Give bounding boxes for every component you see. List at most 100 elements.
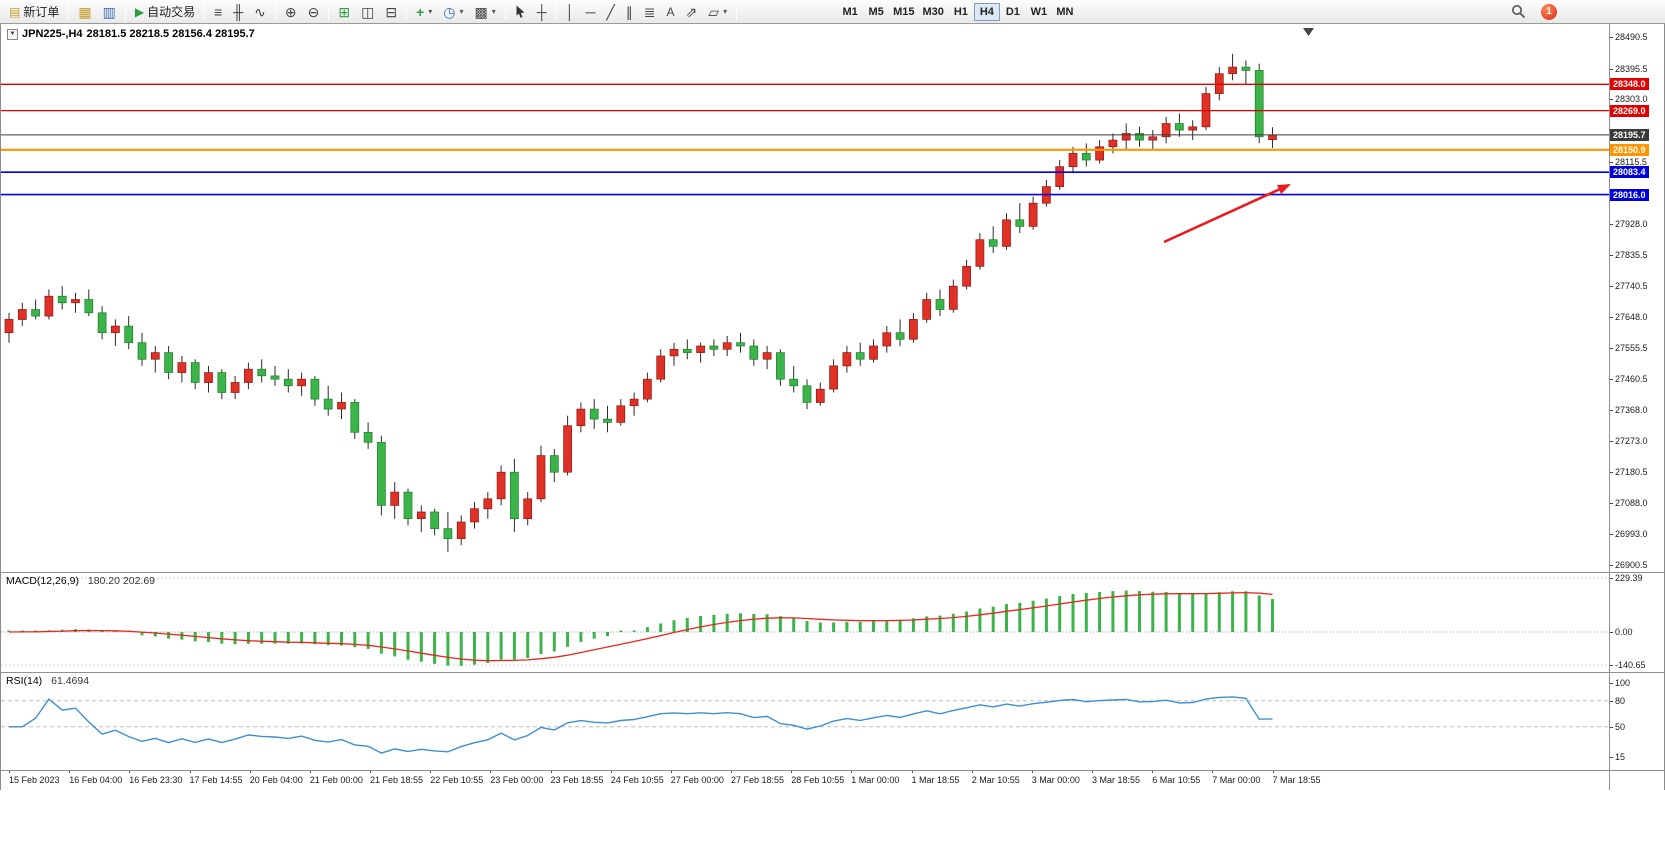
auto-trading-button[interactable]: ▶ 自动交易 bbox=[130, 2, 200, 22]
timeframe-button-w1[interactable]: W1 bbox=[1026, 3, 1052, 21]
rsi-canvas[interactable] bbox=[1, 672, 1609, 770]
time-axis-label: 21 Feb 00:00 bbox=[309, 775, 363, 785]
macd-axis-label: -140.65 bbox=[1615, 660, 1646, 671]
pane-separator[interactable] bbox=[1, 672, 1664, 673]
zoom-out-icon: ⊖ bbox=[307, 3, 320, 20]
candle bbox=[1241, 60, 1251, 84]
search-button[interactable] bbox=[1506, 2, 1531, 22]
candlestick-chart-button[interactable]: ╫ bbox=[228, 2, 248, 22]
candle bbox=[1068, 146, 1078, 174]
cursor-button[interactable] bbox=[510, 2, 531, 22]
macd-label: MACD(12,26,9) 180.20 202.69 bbox=[6, 575, 155, 587]
indicators-button[interactable]: + ▾ bbox=[411, 2, 437, 22]
time-axis-label: 7 Mar 00:00 bbox=[1212, 775, 1261, 785]
fibonacci-icon: ≣ bbox=[643, 3, 656, 20]
market-watch-button[interactable]: ▦ bbox=[73, 2, 96, 22]
candle bbox=[669, 342, 679, 366]
axis-separator bbox=[1609, 24, 1610, 790]
timeframe-button-m30[interactable]: M30 bbox=[918, 3, 947, 21]
tile-windows-button[interactable]: ⊞ bbox=[333, 2, 355, 22]
cursor-icon bbox=[516, 5, 525, 18]
time-axis-label: 2 Mar 10:55 bbox=[971, 775, 1020, 785]
chart-shift-marker[interactable] bbox=[1303, 28, 1314, 36]
price-tag-support-1: 28150.9 bbox=[1610, 143, 1649, 156]
candle bbox=[629, 392, 639, 416]
time-axis-label: 23 Feb 18:55 bbox=[550, 775, 604, 785]
text-button[interactable]: A bbox=[662, 2, 680, 22]
candle bbox=[829, 359, 838, 393]
candle bbox=[363, 422, 373, 449]
channel-button[interactable]: ∥ bbox=[621, 2, 638, 22]
timeframe-button-h1[interactable]: H1 bbox=[948, 3, 974, 21]
market-watch-icon: ▦ bbox=[78, 3, 92, 20]
symbol-period-label: JPN225-,H4 bbox=[22, 28, 83, 40]
candle bbox=[895, 319, 905, 346]
pane-separator[interactable] bbox=[1, 572, 1664, 573]
timeframe-button-d1[interactable]: D1 bbox=[1000, 3, 1026, 21]
trend-arrow[interactable] bbox=[1163, 183, 1291, 244]
trendline-button[interactable]: ╱ bbox=[601, 2, 619, 22]
macd-values: 180.20 202.69 bbox=[87, 575, 156, 587]
periods-button[interactable]: ◷ ▾ bbox=[438, 2, 468, 22]
arrow-tool-button[interactable]: ⇗ bbox=[681, 2, 703, 22]
candle bbox=[1188, 120, 1198, 141]
candle bbox=[749, 339, 759, 366]
bar-chart-button[interactable]: ≡ bbox=[209, 2, 227, 22]
pane-separator bbox=[1, 770, 1664, 771]
toolbar-separator bbox=[204, 2, 206, 21]
time-axis-label: 28 Feb 10:55 bbox=[791, 775, 845, 785]
candle bbox=[523, 492, 533, 526]
toolbar-separator bbox=[406, 2, 408, 21]
symbol-collapse-button[interactable]: ▼ bbox=[7, 28, 18, 40]
timeframe-button-m1[interactable]: M1 bbox=[837, 3, 863, 21]
candle bbox=[177, 356, 187, 383]
tile-windows-icon: ⊞ bbox=[338, 3, 351, 20]
timeframe-button-m15[interactable]: M15 bbox=[889, 3, 918, 21]
candle bbox=[869, 339, 878, 363]
candle bbox=[948, 279, 958, 313]
candle bbox=[71, 292, 80, 313]
candle bbox=[1175, 113, 1184, 137]
shapes-button[interactable]: ▱ ▾ bbox=[703, 2, 732, 22]
collapse-icon: ▼ bbox=[9, 31, 16, 37]
navigator-button[interactable]: ▥ bbox=[98, 2, 121, 22]
timeframe-button-mn[interactable]: MN bbox=[1052, 3, 1078, 21]
new-order-button[interactable]: ▤ 新订单 bbox=[4, 2, 64, 22]
templates-button[interactable]: ▩ ▾ bbox=[470, 2, 501, 22]
fibonacci-button[interactable]: ≣ bbox=[639, 2, 661, 22]
line-chart-button[interactable]: ∿ bbox=[249, 2, 271, 22]
zoom-out-button[interactable]: ⊖ bbox=[303, 2, 325, 22]
candle bbox=[603, 405, 612, 433]
candle bbox=[962, 259, 971, 290]
navigator-icon: ▥ bbox=[102, 3, 116, 20]
time-axis-label: 16 Feb 23:30 bbox=[129, 775, 183, 785]
timeframe-button-h4[interactable]: H4 bbox=[973, 2, 1000, 21]
price-axis-label: 27928.0 bbox=[1615, 218, 1648, 229]
main-chart-canvas[interactable] bbox=[1, 24, 1609, 572]
time-axis-label: 20 Feb 04:00 bbox=[249, 775, 303, 785]
shapes-icon: ▱ bbox=[708, 3, 720, 20]
price-axis-label: 26993.0 bbox=[1615, 529, 1648, 540]
chevron-down-icon: ▾ bbox=[459, 7, 464, 16]
candle bbox=[975, 233, 985, 270]
price-axis[interactable]: 28490.5 28395.5 28303.0 28115.5 27928.0 27835… bbox=[1610, 24, 1664, 790]
zoom-in-button[interactable]: ⊕ bbox=[280, 2, 302, 22]
time-axis-label: 1 Mar 18:55 bbox=[911, 775, 960, 785]
candle bbox=[84, 289, 94, 317]
macd-canvas[interactable] bbox=[1, 572, 1609, 672]
time-axis-label: 7 Mar 18:55 bbox=[1272, 775, 1321, 785]
horizontal-line-button[interactable]: ─ bbox=[580, 2, 600, 22]
price-axis-label: 27368.0 bbox=[1615, 404, 1648, 415]
candle bbox=[244, 362, 253, 390]
timeframe-button-m5[interactable]: M5 bbox=[863, 3, 889, 21]
candle bbox=[297, 372, 306, 396]
tile-vertical-button[interactable]: ⊟ bbox=[380, 2, 402, 22]
indicators-icon: + bbox=[416, 3, 425, 20]
cascade-windows-button[interactable]: ◫ bbox=[356, 2, 379, 22]
vertical-line-button[interactable]: │ bbox=[561, 2, 580, 22]
notification-badge[interactable]: 1 bbox=[1541, 3, 1557, 20]
candle bbox=[909, 312, 918, 343]
time-axis[interactable]: 15 Feb 2023 16 Feb 04:00 16 Feb 23:30 17 Fe… bbox=[1, 770, 1609, 790]
candle bbox=[456, 515, 466, 546]
crosshair-button[interactable]: ┼ bbox=[532, 2, 552, 22]
